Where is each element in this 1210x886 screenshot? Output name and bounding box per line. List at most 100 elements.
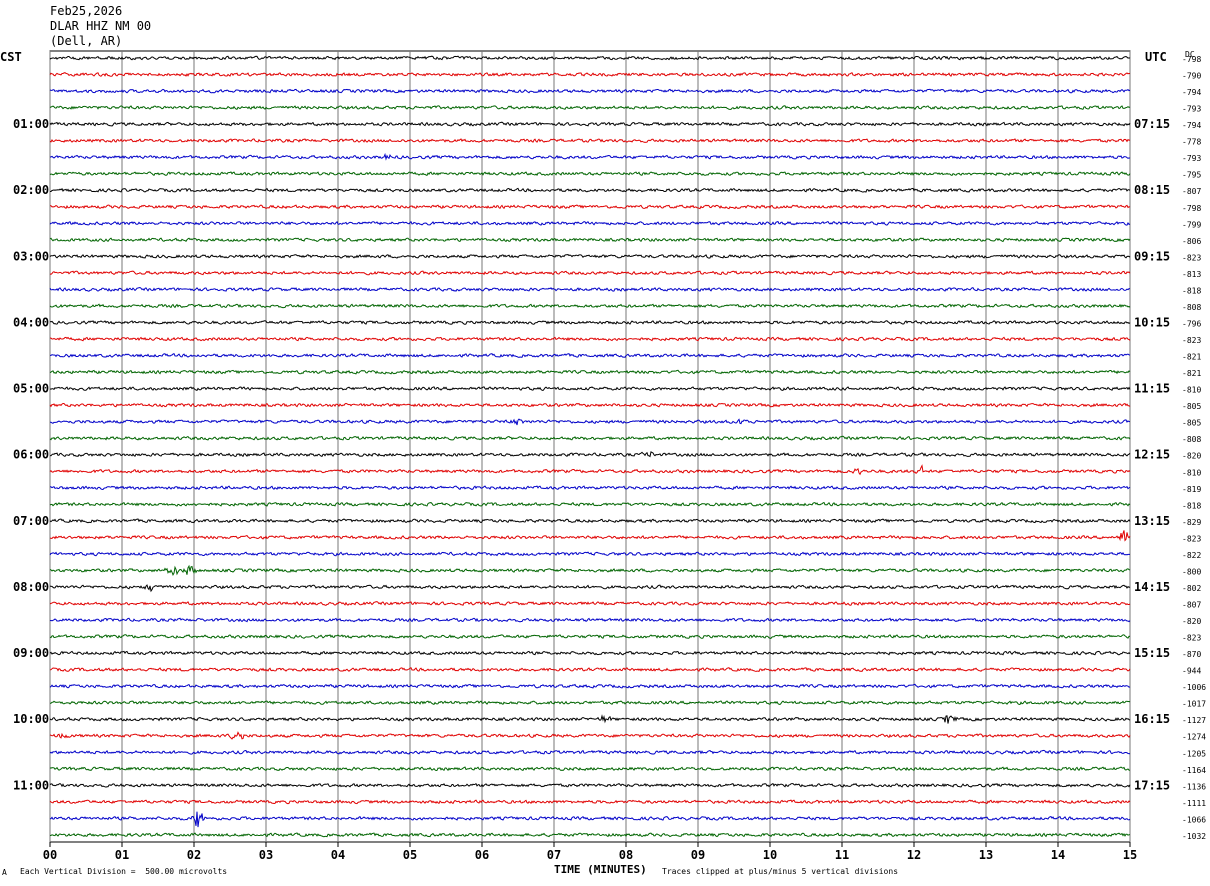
seismic-trace xyxy=(49,386,1131,392)
dc-offset-label: -1136 xyxy=(1182,782,1206,791)
seismic-trace xyxy=(50,204,1131,210)
dc-offset-label: -870 xyxy=(1182,650,1201,659)
seismic-trace xyxy=(49,336,1131,342)
seismic-trace xyxy=(49,451,1131,458)
seismic-trace xyxy=(49,72,1131,77)
seismic-trace xyxy=(49,584,1131,593)
dc-offset-label: -800 xyxy=(1182,567,1201,576)
dc-offset-label: -778 xyxy=(1182,138,1201,147)
x-tick-label-09: 09 xyxy=(691,848,705,862)
left-hour-label: 01:00 xyxy=(13,117,49,131)
x-tick-label-13: 13 xyxy=(979,848,993,862)
x-tick-label-03: 03 xyxy=(259,848,273,862)
seismic-trace xyxy=(49,766,1131,772)
left-hour-label: 02:00 xyxy=(13,183,49,197)
scale-note: Each Vertical Division = 500.00 microvol… xyxy=(20,867,228,876)
dc-offset-label: -790 xyxy=(1182,72,1201,81)
seismic-trace xyxy=(49,464,1131,476)
dc-offset-label: -808 xyxy=(1182,435,1201,444)
seismic-trace xyxy=(49,88,1131,94)
dc-offset-label: -823 xyxy=(1182,336,1201,345)
right-hour-label: 11:15 xyxy=(1134,382,1170,396)
seismic-trace xyxy=(49,811,1131,828)
seismic-trace xyxy=(49,501,1131,507)
x-tick-label-06: 06 xyxy=(475,848,489,862)
seismic-trace xyxy=(50,700,1131,706)
x-tick-label-10: 10 xyxy=(763,848,777,862)
left-hour-label: 07:00 xyxy=(13,514,49,528)
left-hour-label: 03:00 xyxy=(13,249,49,263)
dc-offset-label: -793 xyxy=(1182,105,1201,114)
seismic-trace xyxy=(50,187,1131,193)
dc-offset-label: -794 xyxy=(1182,88,1201,97)
seismic-trace xyxy=(49,286,1131,292)
dc-offset-label: -810 xyxy=(1182,386,1201,395)
dc-offset-label: -807 xyxy=(1182,187,1201,196)
dc-offset-label: -808 xyxy=(1182,303,1201,312)
x-tick-label-07: 07 xyxy=(547,848,561,862)
right-hour-label: 12:15 xyxy=(1134,448,1170,462)
seismic-trace xyxy=(49,220,1131,226)
seismic-trace xyxy=(49,152,1131,161)
right-hour-label: 10:15 xyxy=(1134,315,1170,329)
x-tick-label-08: 08 xyxy=(619,848,633,862)
dc-offset-label: -813 xyxy=(1182,270,1201,279)
right-hour-label: 13:15 xyxy=(1134,514,1170,528)
seismic-trace xyxy=(49,369,1131,375)
left-hour-label: 09:00 xyxy=(13,646,49,660)
left-hour-label: 10:00 xyxy=(13,712,49,726)
seismic-trace xyxy=(49,121,1131,127)
right-hour-label: 15:15 xyxy=(1134,646,1170,660)
x-tick-label-11: 11 xyxy=(835,848,849,862)
seismic-trace xyxy=(49,518,1131,524)
seismic-trace xyxy=(49,799,1131,805)
dc-offset-label: -795 xyxy=(1182,171,1201,180)
seismic-trace xyxy=(49,171,1131,177)
seismic-trace xyxy=(49,254,1131,259)
dc-offset-label: -822 xyxy=(1182,551,1201,560)
dc-offset-label: -823 xyxy=(1182,634,1201,643)
dc-offset-label: -823 xyxy=(1182,534,1201,543)
seismic-trace xyxy=(49,731,1131,740)
dc-offset-label: -796 xyxy=(1182,319,1201,328)
dc-offset-label: -1017 xyxy=(1182,700,1206,709)
x-tick-label-00: 00 xyxy=(43,848,57,862)
x-tick-label-01: 01 xyxy=(115,848,129,862)
right-hour-label: 08:15 xyxy=(1134,183,1170,197)
seismic-trace xyxy=(49,105,1131,110)
dc-offset-label: -802 xyxy=(1182,584,1201,593)
station-code: DLAR HHZ NM 00 xyxy=(50,19,152,33)
dc-offset-label: -820 xyxy=(1182,452,1201,461)
seismic-trace xyxy=(49,320,1131,325)
dc-offset-label: -1205 xyxy=(1182,749,1206,758)
x-tick-label-15: 15 xyxy=(1123,848,1137,862)
seismic-trace xyxy=(49,55,1131,61)
right-hour-label: 17:15 xyxy=(1134,778,1170,792)
dc-offset-label: -1164 xyxy=(1182,766,1206,775)
x-tick-label-02: 02 xyxy=(187,848,201,862)
dc-offset-label: -805 xyxy=(1182,402,1201,411)
left-hour-label: 05:00 xyxy=(13,382,49,396)
dc-offset-label: -1032 xyxy=(1182,832,1206,841)
seismic-trace xyxy=(49,650,1131,656)
seismic-trace xyxy=(49,667,1131,673)
clip-note: Traces clipped at plus/minus 5 vertical … xyxy=(662,867,899,876)
dc-offset-label: -1274 xyxy=(1182,733,1206,742)
dc-offset-label: -818 xyxy=(1182,286,1201,295)
dc-offset-label: -806 xyxy=(1182,237,1201,246)
seismic-trace xyxy=(50,353,1131,358)
left-hour-label: 06:00 xyxy=(13,448,49,462)
dc-offset-label: -1127 xyxy=(1182,716,1206,725)
seismic-trace xyxy=(49,530,1131,542)
seismic-trace xyxy=(49,402,1131,408)
seismic-trace xyxy=(49,601,1131,606)
plot-frame xyxy=(49,50,1131,843)
seismic-trace xyxy=(49,435,1131,441)
seismic-trace xyxy=(50,418,1131,426)
seismic-trace xyxy=(49,832,1130,838)
dc-offset-label: -821 xyxy=(1182,369,1201,378)
dc-header: DC xyxy=(1185,50,1195,59)
dc-offset-label: -819 xyxy=(1182,485,1201,494)
seismic-trace xyxy=(49,270,1131,276)
